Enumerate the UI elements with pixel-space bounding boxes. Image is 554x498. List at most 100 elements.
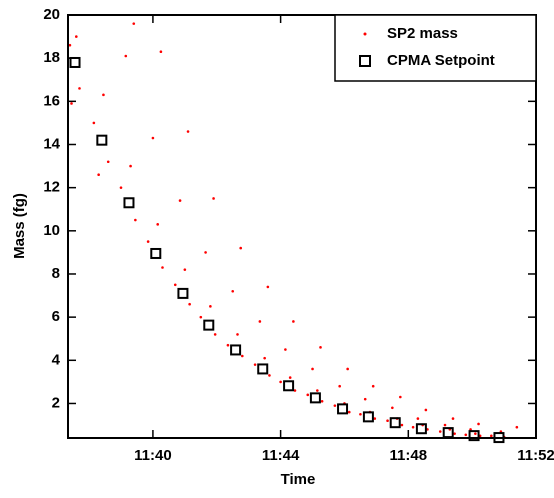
setpoint-marker [203,319,215,331]
data-point [386,419,389,423]
data-point [464,433,468,437]
legend-marker [363,32,367,36]
y-tick-label: 4 [52,351,61,368]
y-tick-label: 20 [43,6,60,23]
data-point [119,186,123,189]
setpoint-marker [337,403,349,415]
data-point [469,428,472,431]
data-point [438,430,442,433]
x-tick-label: 11:40 [134,447,172,464]
setpoint-marker [123,197,135,209]
data-point [226,343,230,347]
data-point [306,393,310,397]
data-point [253,363,257,366]
setpoint-marker [362,411,374,423]
data-point [159,50,163,53]
plot-frame [67,14,537,439]
data-point [266,285,270,289]
data-point [373,417,377,420]
y-tick-label: 16 [43,92,60,109]
data-point [75,35,78,38]
data-point [263,356,266,360]
data-point [346,367,349,371]
data-point [212,197,215,200]
y-tick-label: 14 [43,135,60,152]
setpoint-marker [389,417,401,429]
data-point [129,164,132,168]
data-point [204,251,207,254]
data-point [284,348,287,351]
data-point [209,305,212,308]
y-tick-label: 18 [43,49,60,66]
data-point [241,354,244,358]
y-tick-label: 6 [52,308,60,325]
data-point [78,87,81,90]
setpoint-marker [230,344,242,356]
data-point [453,432,456,435]
data-point [183,268,187,271]
data-point [399,395,402,399]
data-point [161,266,164,269]
x-tick-label: 11:44 [262,447,300,464]
data-point [451,417,455,420]
y-tick-label: 10 [43,222,60,239]
setpoint-marker [283,380,295,392]
data-point [173,283,177,287]
data-point [106,160,110,164]
data-point [316,389,319,392]
data-point [293,389,297,392]
x-tick-label: 11:52 [517,447,554,464]
setpoint-marker [177,287,189,299]
legend-marker [359,55,371,67]
data-point [186,130,190,133]
legend-label: SP2 mass [387,25,458,42]
setpoint-marker [468,430,480,442]
y-axis-label: Mass (fg) [11,193,28,259]
legend-label: CPMA Setpoint [387,52,495,69]
data-point [411,425,415,429]
data-point [70,102,73,105]
y-tick-label: 12 [43,179,60,196]
legend-box [334,14,537,82]
x-tick-label: 11:48 [390,447,428,464]
setpoint-marker [309,392,321,404]
data-point [199,315,203,319]
y-tick-label: 2 [52,394,60,411]
data-point [391,406,394,410]
data-point [363,397,367,401]
data-point [146,240,150,243]
setpoint-marker [442,427,454,439]
data-point [359,412,362,416]
data-point [68,43,72,47]
data-point [151,136,155,140]
data-point [515,425,519,429]
data-point [371,384,375,388]
data-point [102,93,105,97]
data-point [319,346,322,349]
setpoint-marker [69,56,81,68]
data-point [132,22,136,25]
data-point [134,218,137,222]
data-point [490,434,493,438]
data-point [268,374,271,377]
data-point [92,121,96,125]
data-point [400,423,404,427]
data-point [258,320,262,323]
data-point [156,223,160,226]
data-point [474,432,477,435]
data-point [236,333,239,336]
data-point [338,384,341,388]
data-point [347,410,351,414]
data-point [124,54,128,58]
setpoint-marker [257,363,269,375]
data-point [239,246,243,250]
data-point [288,376,292,379]
data-point [477,422,480,426]
setpoint-marker [415,423,427,435]
data-point [213,333,217,336]
data-point [320,400,324,403]
data-point [231,289,235,293]
data-point [311,367,314,371]
data-point [333,404,337,407]
